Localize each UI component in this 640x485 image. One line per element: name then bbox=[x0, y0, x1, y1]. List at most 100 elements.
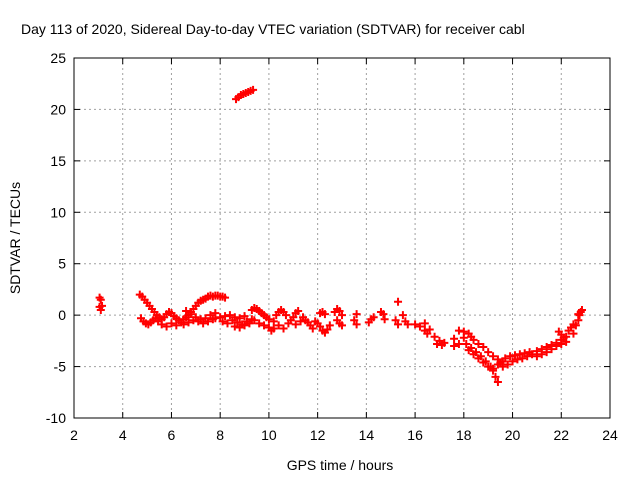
data-point bbox=[269, 317, 278, 326]
data-point bbox=[462, 339, 471, 348]
plot-frame bbox=[73, 57, 611, 419]
data-point bbox=[469, 350, 478, 359]
data-point bbox=[338, 321, 346, 330]
data-point bbox=[523, 352, 532, 361]
x-axis-label: GPS time / hours bbox=[287, 457, 394, 473]
data-point bbox=[250, 316, 259, 325]
data-point bbox=[489, 352, 498, 361]
data-point bbox=[184, 318, 193, 327]
data-point bbox=[335, 307, 344, 316]
data-point bbox=[264, 315, 273, 324]
data-point bbox=[186, 310, 195, 319]
data-point bbox=[216, 313, 225, 322]
data-point bbox=[547, 345, 556, 354]
data-point bbox=[423, 329, 432, 338]
data-point bbox=[221, 312, 230, 321]
x-tick-label: 12 bbox=[310, 427, 326, 443]
y-tick-label: 15 bbox=[50, 153, 66, 169]
data-point bbox=[230, 322, 239, 331]
data-point bbox=[394, 320, 403, 329]
data-point bbox=[223, 319, 232, 328]
y-axis-label: SDTVAR / TECUs bbox=[7, 182, 23, 294]
data-point bbox=[289, 313, 298, 322]
data-point bbox=[498, 362, 507, 371]
data-point bbox=[352, 310, 361, 319]
data-point bbox=[513, 355, 522, 364]
data-point bbox=[255, 319, 264, 328]
data-point bbox=[440, 338, 449, 347]
data-point bbox=[503, 360, 512, 369]
data-point bbox=[240, 321, 249, 330]
data-point bbox=[380, 315, 389, 324]
data-point bbox=[211, 314, 220, 323]
data-point bbox=[323, 325, 332, 334]
x-tick-label: 22 bbox=[553, 427, 569, 443]
data-point bbox=[338, 311, 346, 320]
data-point bbox=[557, 339, 566, 348]
data-point bbox=[450, 342, 459, 350]
data-point bbox=[552, 342, 561, 350]
data-point bbox=[435, 336, 444, 345]
x-tick-label: 20 bbox=[505, 427, 521, 443]
x-tick-label: 24 bbox=[602, 427, 618, 443]
data-point bbox=[398, 311, 407, 320]
data-point bbox=[233, 318, 242, 327]
data-point bbox=[221, 293, 230, 302]
data-point bbox=[281, 311, 290, 320]
x-tick-label: 6 bbox=[168, 427, 176, 443]
y-tick-label: 20 bbox=[50, 101, 66, 117]
data-point bbox=[430, 332, 439, 341]
data-point bbox=[235, 314, 244, 323]
data-point bbox=[479, 343, 488, 352]
y-tick-labels: -10 -5 0 5 10 15 20 25 bbox=[46, 50, 66, 426]
data-point bbox=[98, 301, 107, 310]
data-point bbox=[206, 311, 215, 320]
data-point bbox=[501, 354, 510, 363]
data-point bbox=[157, 320, 166, 329]
x-tick-label: 14 bbox=[359, 427, 375, 443]
data-point bbox=[577, 306, 586, 314]
data-point bbox=[571, 321, 580, 330]
data-point bbox=[425, 325, 434, 334]
data-point bbox=[240, 312, 249, 321]
data-point bbox=[245, 319, 254, 328]
data-point bbox=[562, 337, 571, 346]
data-point bbox=[479, 358, 488, 367]
data-point bbox=[369, 313, 378, 322]
data-point bbox=[411, 320, 420, 329]
x-tick-labels: 2 4 6 8 10 12 14 16 18 20 22 24 bbox=[70, 427, 618, 443]
data-point bbox=[316, 322, 325, 331]
x-tick-label: 16 bbox=[407, 427, 423, 443]
y-tick-label: -5 bbox=[54, 359, 67, 375]
data-point bbox=[415, 322, 424, 331]
data-point bbox=[542, 348, 551, 357]
data-point bbox=[528, 350, 537, 359]
data-point bbox=[491, 372, 500, 381]
data-point bbox=[569, 329, 578, 338]
data-point bbox=[493, 378, 502, 386]
grid-lines bbox=[74, 58, 610, 418]
y-tick-label: -10 bbox=[46, 410, 66, 426]
x-tick-label: 18 bbox=[456, 427, 472, 443]
x-tick-label: 4 bbox=[119, 427, 127, 443]
data-point bbox=[249, 85, 258, 94]
data-point bbox=[204, 317, 212, 326]
chart-title: Day 113 of 2020, Sidereal Day-to-day VTE… bbox=[21, 21, 525, 37]
data-point bbox=[294, 307, 303, 316]
data-point bbox=[394, 297, 403, 306]
data-point bbox=[320, 310, 329, 319]
data-point bbox=[474, 354, 483, 363]
data-point bbox=[403, 320, 412, 329]
data-point bbox=[269, 324, 278, 333]
data-point bbox=[325, 321, 334, 330]
data-point bbox=[182, 307, 191, 316]
y-tick-label: 5 bbox=[58, 256, 66, 272]
data-point bbox=[274, 321, 283, 330]
data-point bbox=[279, 324, 288, 333]
data-point bbox=[450, 334, 459, 343]
data-point bbox=[194, 317, 203, 326]
data-point bbox=[162, 322, 171, 331]
data-point bbox=[484, 348, 493, 357]
